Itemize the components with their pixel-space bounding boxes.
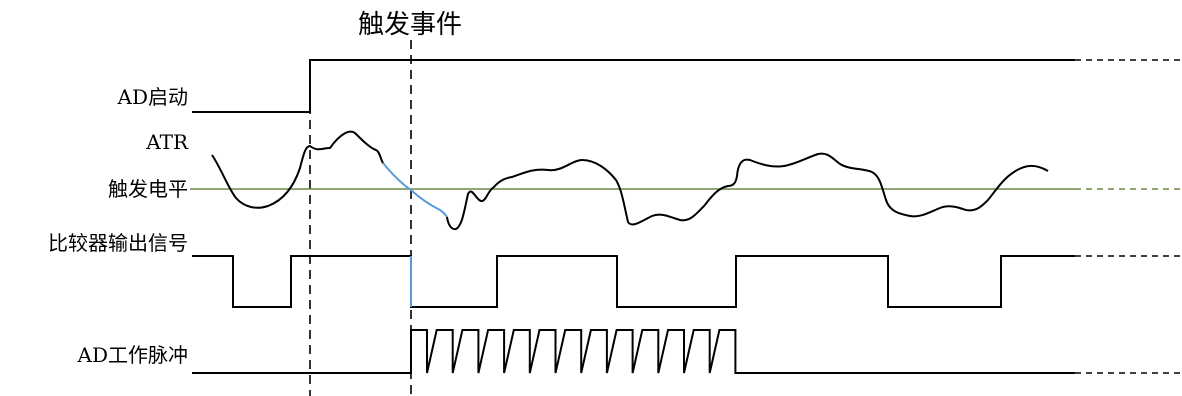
label-ad-start: AD启动 (117, 85, 188, 109)
comparator-output-signal (192, 255, 1075, 308)
label-comparator-output: 比较器输出信号 (48, 231, 188, 255)
ad-start-signal (192, 59, 1075, 113)
atr-waveform-continued (446, 152, 1049, 231)
label-trigger-level: 触发电平 (108, 177, 188, 201)
label-atr: ATR (145, 130, 189, 154)
atr-crossing-segment (382, 162, 448, 218)
label-ad-work-pulse: AD工作脉冲 (77, 343, 188, 367)
ad-work-pulse-signal (192, 329, 1075, 374)
diagram-title: 触发事件 (358, 10, 462, 40)
atr-waveform (211, 130, 384, 209)
